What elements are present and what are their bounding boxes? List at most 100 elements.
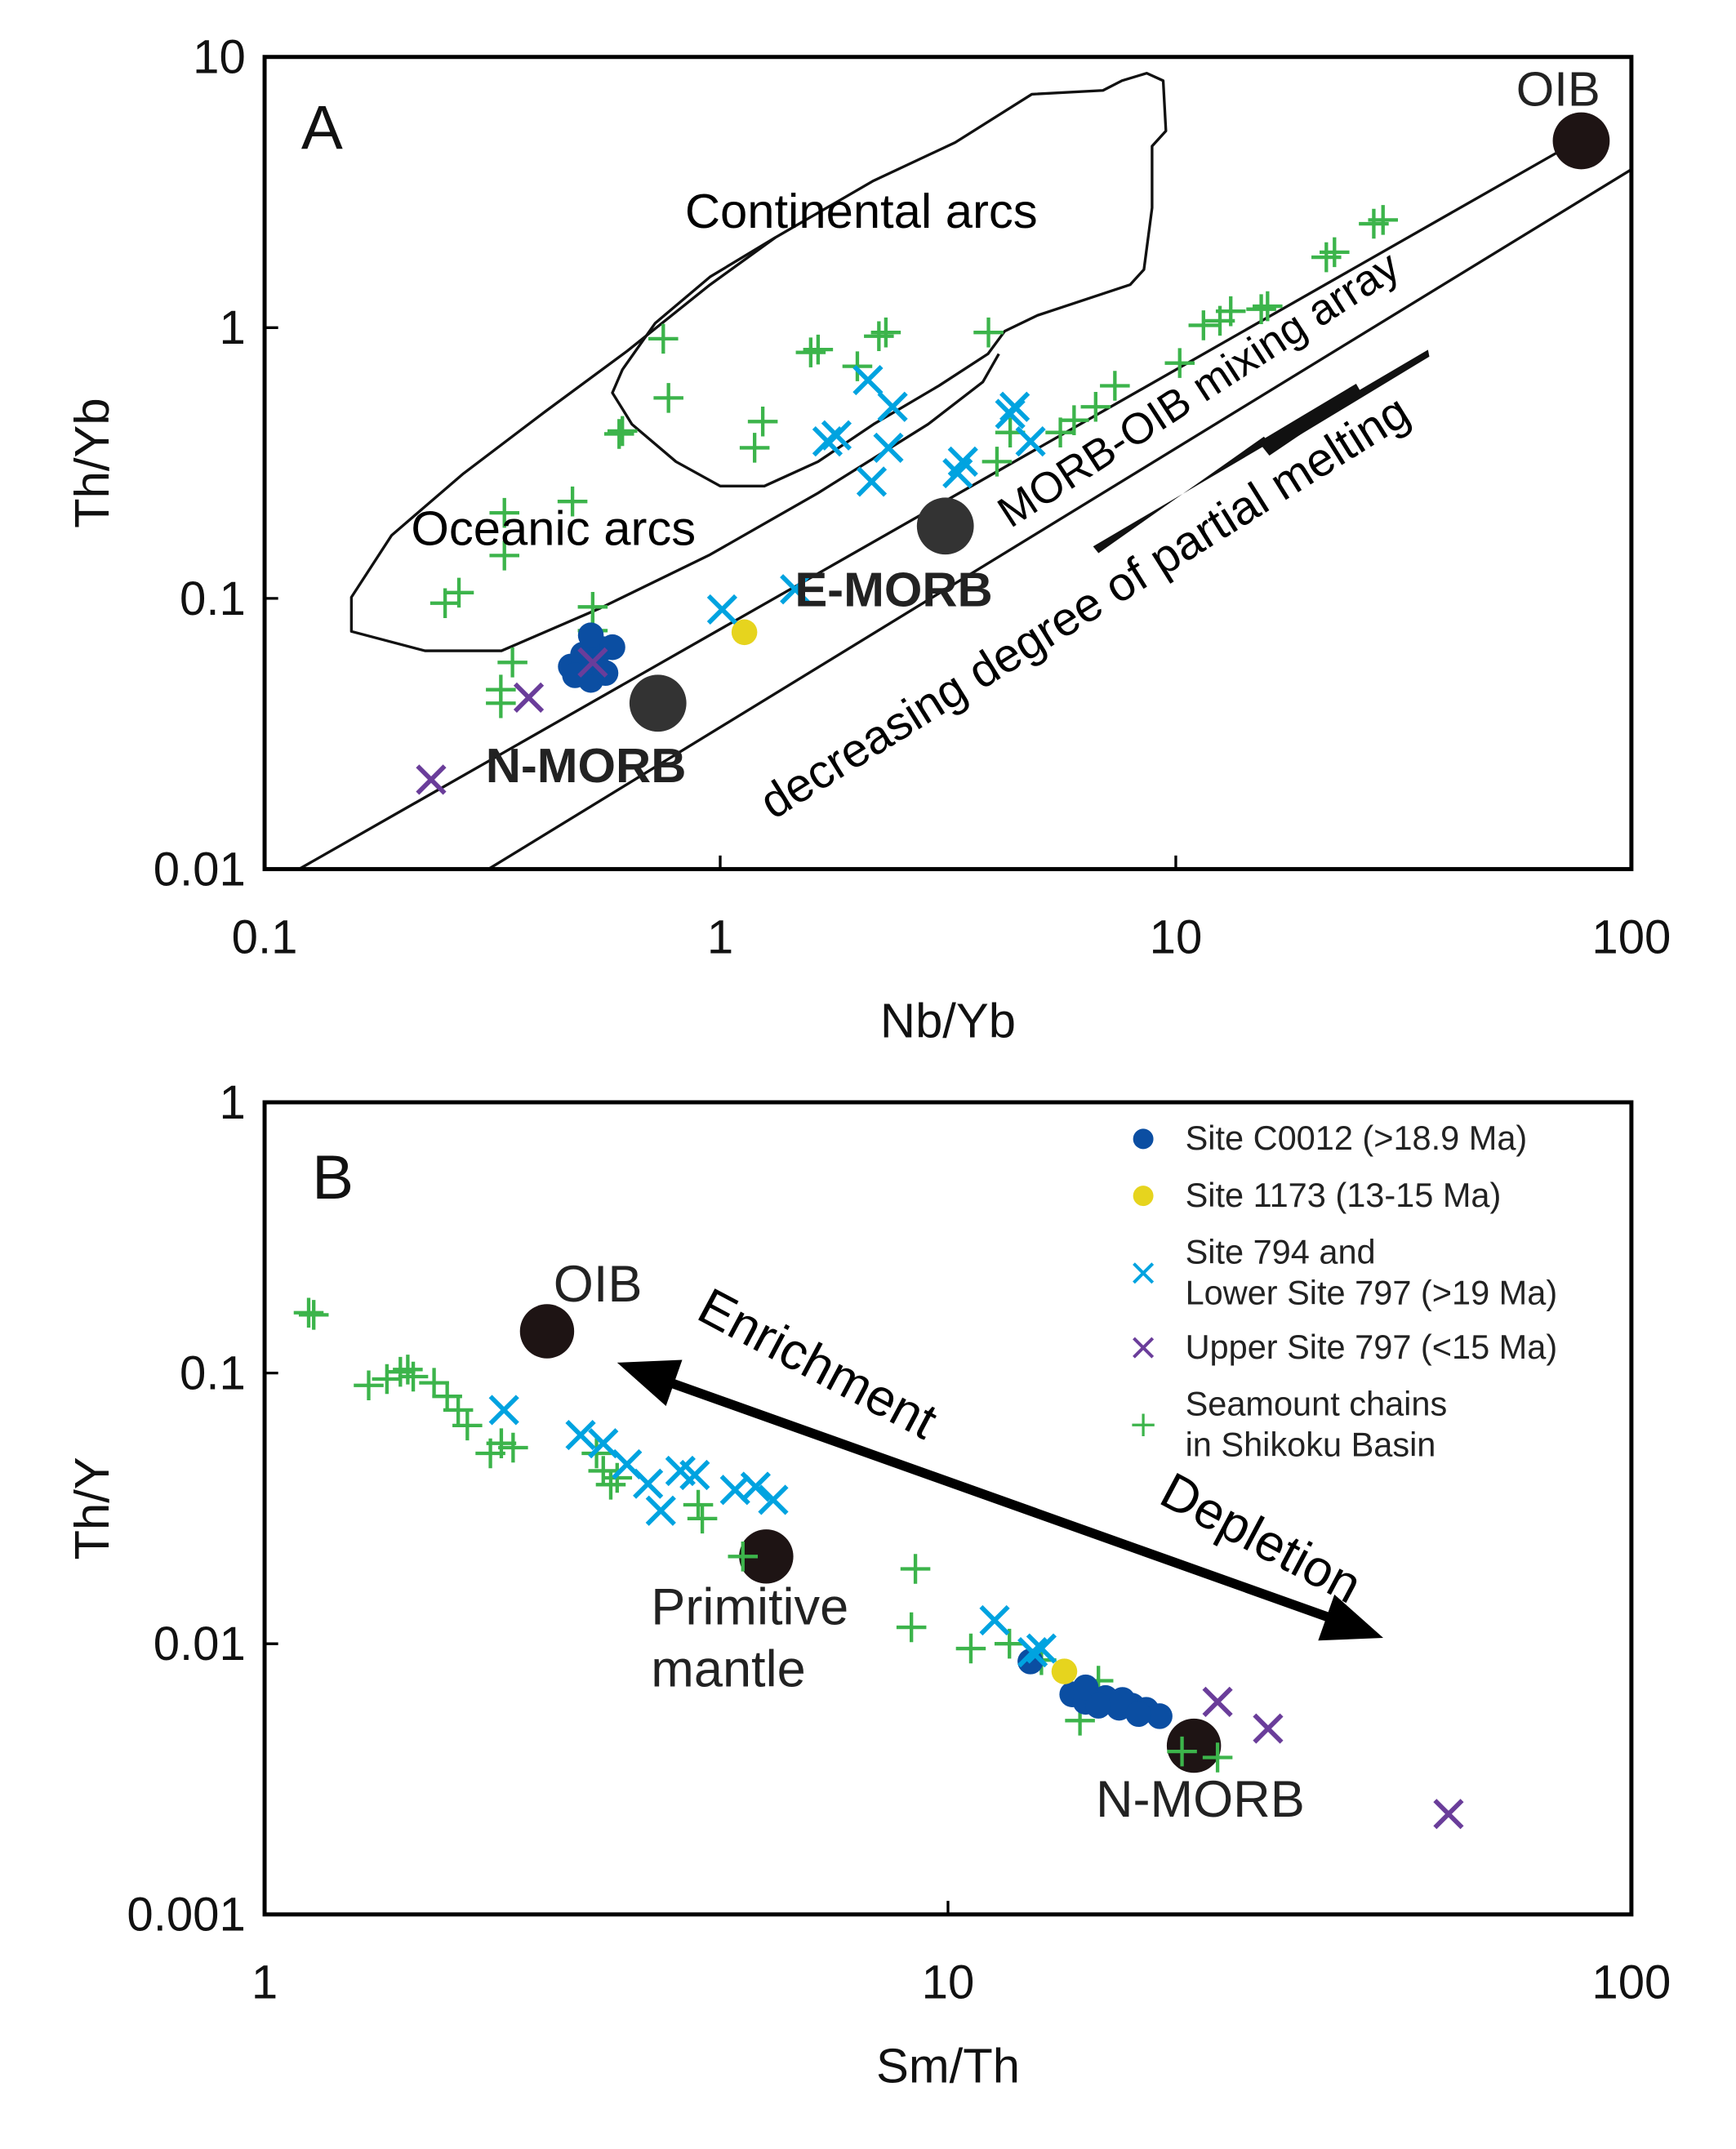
- data-point: [452, 1410, 483, 1441]
- reference-label: OIB: [1516, 62, 1600, 117]
- data-point: [1167, 1736, 1197, 1767]
- reference-oib: [519, 1304, 575, 1359]
- reference-label: OIB: [554, 1256, 643, 1313]
- mixing-array-label: MORB-OIB mixing array: [990, 242, 1409, 537]
- data-point: [1080, 391, 1111, 422]
- data-point: [645, 1495, 676, 1526]
- x-tick-label: 100: [1591, 1956, 1671, 2009]
- legend: Site C0012 (>18.9 Ma) Site 1173 (13-15 Ma…: [1132, 1119, 1557, 1463]
- y-axis-label: Th/Yb: [65, 398, 119, 527]
- field-continental-arcs: [611, 72, 1168, 487]
- legend-marker: [1133, 1262, 1155, 1284]
- series-site-794-and-lower-site-797-19-ma-: [488, 1395, 1057, 1668]
- data-point: [416, 764, 447, 795]
- data-point: [679, 1459, 710, 1491]
- data-point: [896, 1612, 927, 1643]
- x-tick-label: 10: [1150, 910, 1203, 963]
- legend-label: Upper Site 797 (<15 Ma): [1186, 1328, 1558, 1366]
- data-point: [565, 1419, 596, 1451]
- x-tick-label: 100: [1591, 910, 1671, 963]
- continental-arcs-label: Continental arcs: [685, 184, 1038, 238]
- partial-melting-arrow-head: [1258, 383, 1362, 456]
- reference-label: Primitive: [651, 1578, 848, 1635]
- y-tick-label: 0.1: [180, 1347, 246, 1400]
- data-point: [979, 1604, 1010, 1636]
- y-tick-label: 10: [193, 31, 246, 84]
- x-tick-label: 1: [251, 1956, 278, 2009]
- series-site-c0012-18-9-ma-: [558, 622, 625, 693]
- y-tick-label: 1: [219, 301, 245, 354]
- data-point: [653, 383, 683, 413]
- data-point: [1045, 417, 1075, 447]
- series-site-794-and-lower-site-797-19-ma-: [706, 364, 1046, 625]
- data-point: [999, 391, 1030, 422]
- y-tick-label: 0.01: [154, 843, 246, 896]
- data-point: [443, 1395, 474, 1426]
- data-point: [852, 364, 884, 396]
- y-tick-label: 0.1: [180, 572, 246, 625]
- data-point: [864, 321, 894, 352]
- reference-label: N-MORB: [486, 738, 687, 793]
- plot-area-b: [293, 1297, 1464, 1830]
- data-point: [1188, 310, 1219, 340]
- x-tick-label: 10: [922, 1956, 975, 2009]
- data-point: [398, 1361, 429, 1392]
- legend-label: Site 1173 (13-15 Ma): [1186, 1176, 1502, 1214]
- data-point: [877, 391, 908, 422]
- data-point: [1072, 1674, 1099, 1701]
- data-point: [683, 1489, 714, 1520]
- arrow-head-depletion: [1318, 1594, 1384, 1641]
- data-point: [489, 497, 519, 528]
- data-point: [577, 647, 608, 678]
- series-seamount-chains-in-shikoku-basin: [430, 205, 1398, 719]
- data-point: [706, 594, 738, 625]
- data-point: [603, 419, 634, 449]
- data-point: [731, 619, 758, 646]
- data-point: [498, 1432, 528, 1463]
- data-point: [873, 432, 904, 464]
- oceanic-arcs-label: Oceanic arcs: [411, 501, 696, 556]
- y-tick-label: 0.01: [154, 1617, 246, 1671]
- data-point: [602, 1462, 633, 1493]
- enrichment-depletion-arrow: [665, 1377, 1335, 1624]
- enrichment-label: Enrichment: [689, 1278, 946, 1451]
- data-point: [1059, 405, 1089, 435]
- data-point: [1246, 294, 1276, 324]
- data-point: [821, 420, 852, 451]
- panel-label: A: [301, 94, 343, 163]
- data-point: [795, 337, 826, 367]
- data-point: [728, 1542, 759, 1572]
- data-point: [758, 1484, 789, 1515]
- reference-primitive-mantle: [739, 1529, 794, 1584]
- data-point: [607, 416, 638, 447]
- reference-oib: [1552, 112, 1610, 170]
- x-axis-label: Nb/Yb: [880, 993, 1016, 1048]
- data-point: [739, 433, 770, 463]
- data-point: [994, 1628, 1025, 1659]
- data-point: [1311, 242, 1342, 273]
- data-point: [1202, 1742, 1233, 1773]
- data-point: [595, 1470, 626, 1500]
- data-point: [393, 1355, 423, 1385]
- x-tick-label: 0.1: [232, 910, 298, 963]
- data-point: [581, 1438, 612, 1469]
- x-tick-label: 1: [707, 910, 733, 963]
- data-point: [633, 1468, 664, 1499]
- reference-n-morb: [1166, 1718, 1222, 1773]
- data-point: [1320, 237, 1350, 268]
- series-upper-site-797-15-ma-: [1202, 1686, 1464, 1830]
- data-point: [803, 334, 834, 365]
- reference-label: E-MORB: [795, 562, 992, 616]
- data-point: [354, 1370, 384, 1401]
- data-point: [577, 622, 604, 648]
- series-site-1173-13-15-ma-: [731, 619, 758, 646]
- legend-label: Site C0012 (>18.9 Ma): [1186, 1119, 1528, 1157]
- legend-label: Seamount chains: [1186, 1385, 1448, 1423]
- data-point: [1253, 291, 1283, 322]
- data-point: [599, 634, 625, 661]
- data-point: [1125, 1701, 1152, 1728]
- data-point: [870, 317, 901, 348]
- data-point: [419, 1368, 449, 1398]
- panel-label: B: [312, 1143, 354, 1212]
